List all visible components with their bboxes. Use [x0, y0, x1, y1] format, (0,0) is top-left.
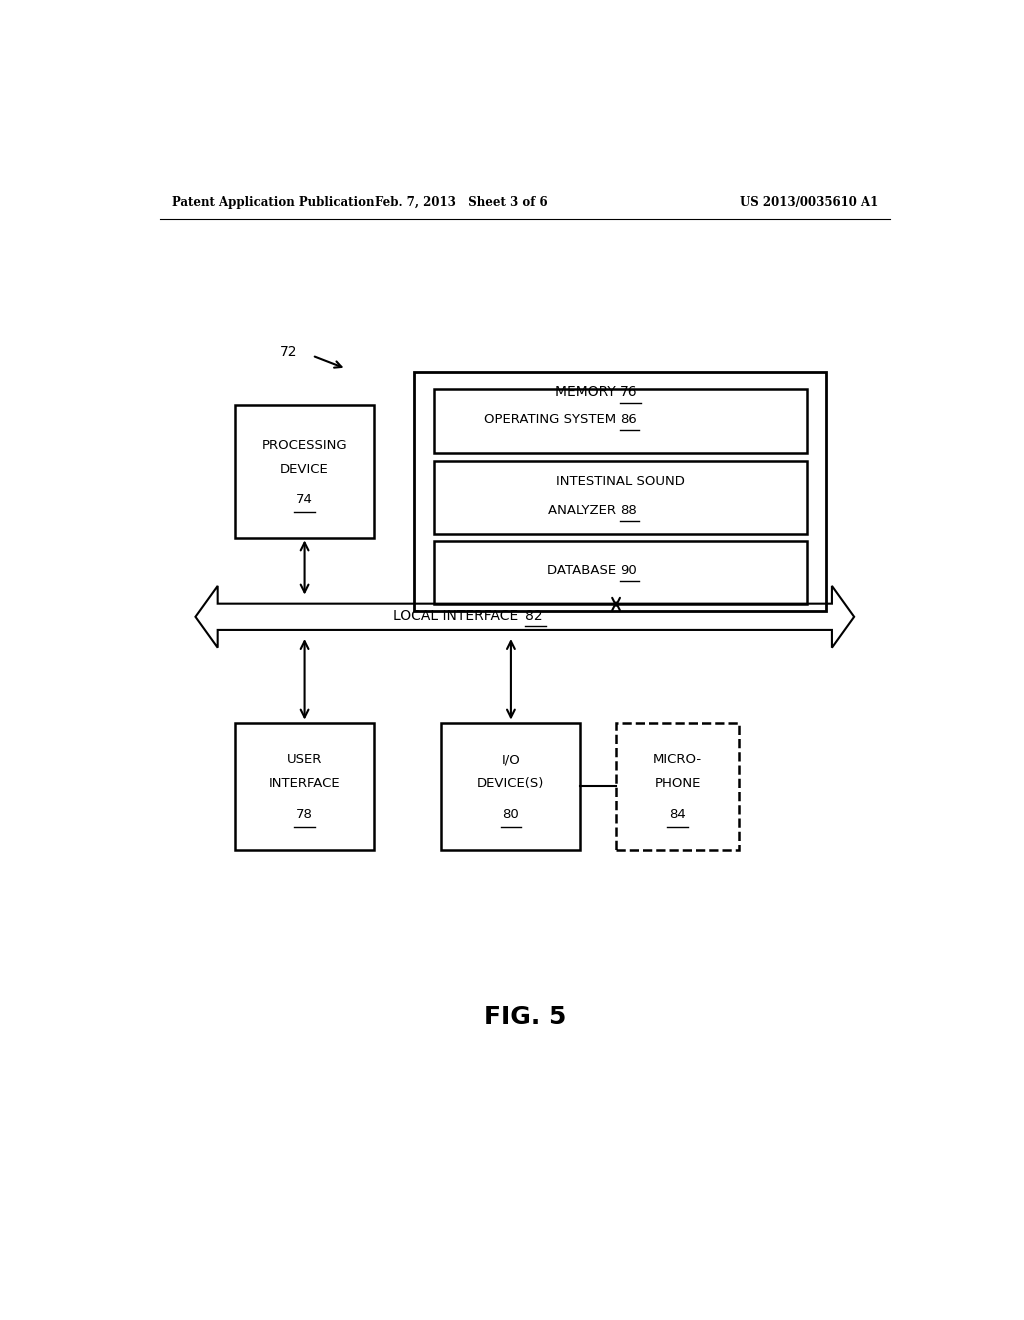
Text: ANALYZER: ANALYZER — [548, 503, 620, 516]
Text: INTESTINAL SOUND: INTESTINAL SOUND — [556, 475, 684, 488]
Text: USER: USER — [287, 754, 323, 766]
Text: 80: 80 — [503, 808, 519, 821]
Text: MICRO-: MICRO- — [653, 754, 702, 766]
Text: 90: 90 — [620, 564, 637, 577]
Text: 72: 72 — [281, 345, 298, 359]
Text: DATABASE: DATABASE — [547, 564, 620, 577]
Text: Patent Application Publication: Patent Application Publication — [172, 195, 374, 209]
Text: 78: 78 — [296, 808, 313, 821]
Text: OPERATING SYSTEM: OPERATING SYSTEM — [483, 413, 620, 425]
Text: PHONE: PHONE — [654, 777, 700, 791]
Bar — [441, 722, 581, 850]
Text: 74: 74 — [296, 494, 313, 507]
Bar — [433, 541, 807, 603]
Text: DEVICE(S): DEVICE(S) — [477, 777, 545, 791]
Text: LOCAL INTERFACE: LOCAL INTERFACE — [393, 609, 522, 623]
Bar — [433, 389, 807, 453]
Text: PROCESSING: PROCESSING — [262, 438, 347, 451]
Bar — [616, 722, 739, 850]
Text: US 2013/0035610 A1: US 2013/0035610 A1 — [739, 195, 878, 209]
Text: 82: 82 — [524, 609, 543, 623]
Text: DEVICE: DEVICE — [281, 463, 329, 477]
Text: MEMORY: MEMORY — [555, 385, 620, 399]
Text: 84: 84 — [670, 808, 686, 821]
Text: INTERFACE: INTERFACE — [268, 777, 340, 791]
Text: FIG. 5: FIG. 5 — [483, 1006, 566, 1030]
Text: I/O: I/O — [502, 754, 520, 766]
Bar — [236, 405, 374, 537]
Text: 76: 76 — [620, 385, 638, 399]
Bar — [433, 461, 807, 535]
Bar — [414, 372, 826, 611]
Text: 86: 86 — [620, 413, 637, 425]
Bar — [236, 722, 374, 850]
Text: 88: 88 — [620, 503, 637, 516]
Text: Feb. 7, 2013   Sheet 3 of 6: Feb. 7, 2013 Sheet 3 of 6 — [375, 195, 548, 209]
